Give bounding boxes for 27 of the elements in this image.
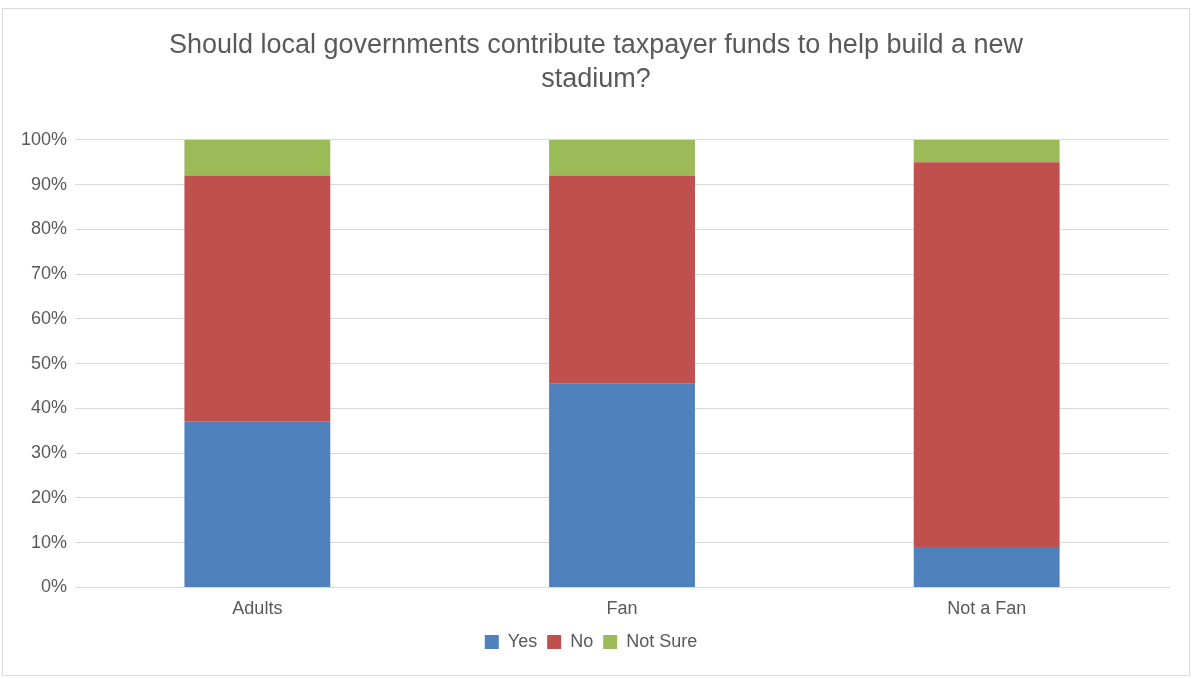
- bar: [549, 139, 695, 176]
- y-tick-label: 0%: [41, 576, 68, 597]
- y-tick-label: 20%: [31, 486, 68, 507]
- bar: [184, 421, 331, 587]
- y-tick-label: 60%: [31, 307, 68, 328]
- bar: [913, 162, 1060, 548]
- y-tick-label: 100%: [20, 128, 68, 149]
- legend-label: No: [570, 630, 594, 651]
- y-tick-label: 90%: [31, 173, 68, 194]
- y-tick-label: 50%: [31, 352, 68, 373]
- x-tick-label: Fan: [606, 598, 638, 619]
- bar: [184, 175, 331, 422]
- y-tick-label: 40%: [31, 397, 68, 418]
- legend-label: Not Sure: [626, 630, 698, 651]
- bar: [913, 547, 1060, 587]
- x-tick-label: Not a Fan: [947, 598, 1027, 619]
- legend-label: Yes: [507, 630, 538, 651]
- y-tick-label: 80%: [31, 218, 68, 239]
- bar: [549, 383, 695, 587]
- y-tick-label: 30%: [31, 442, 68, 463]
- y-tick-label: 10%: [31, 531, 68, 552]
- bar: [549, 175, 695, 384]
- bar: [184, 139, 331, 176]
- chart-title: Should local governments contribute taxpayer funds to help build a new stadium?: [167, 28, 1024, 95]
- bar: [913, 139, 1060, 163]
- x-tick-label: Adults: [232, 598, 283, 619]
- y-tick-label: 70%: [31, 263, 68, 284]
